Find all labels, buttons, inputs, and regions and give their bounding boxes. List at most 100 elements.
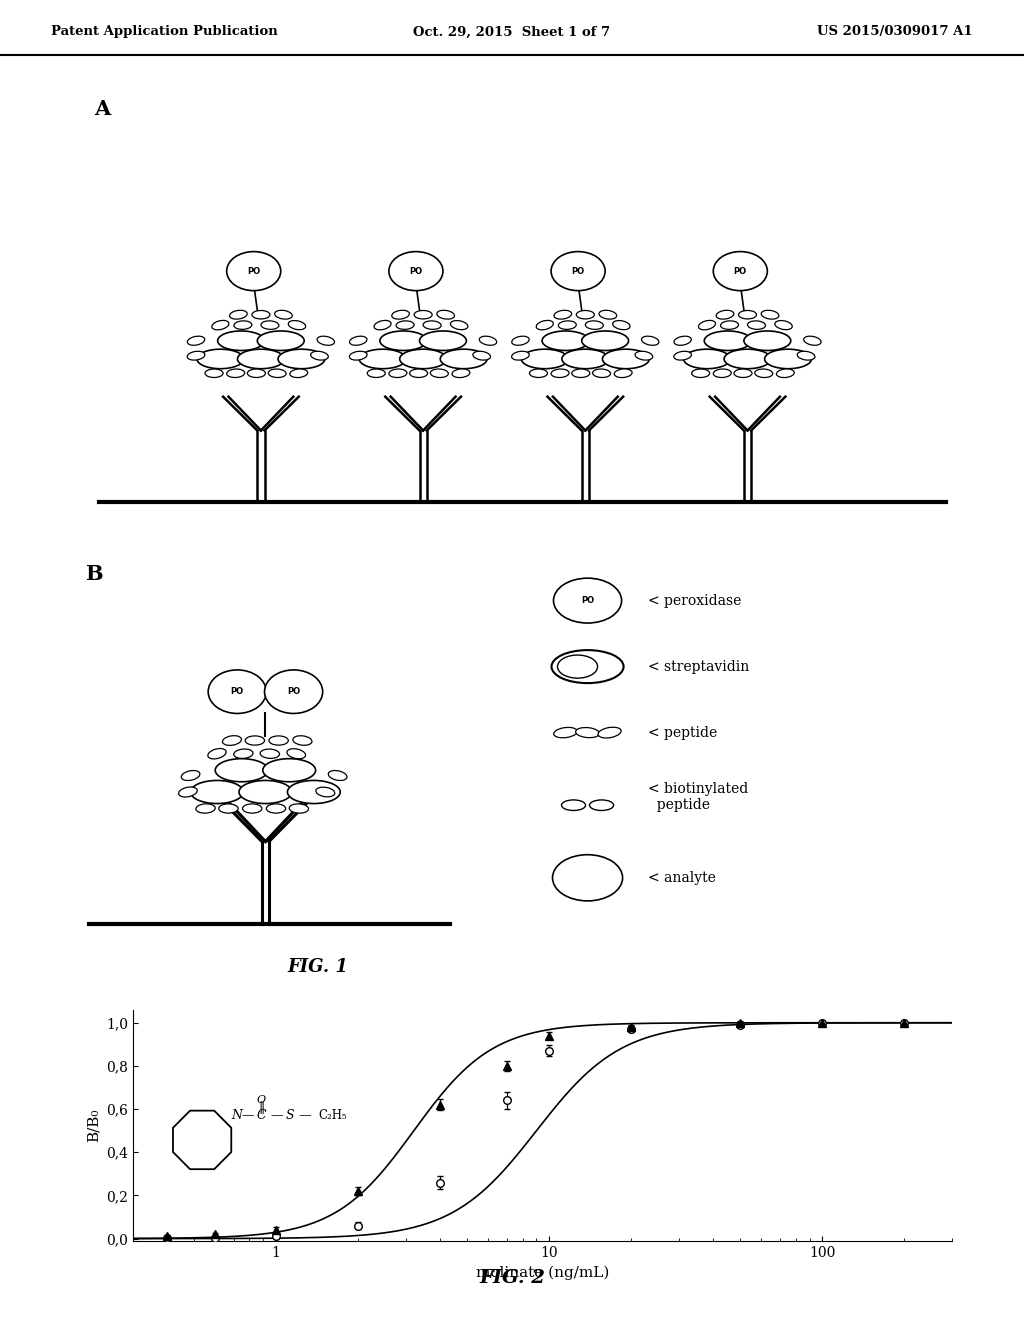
Ellipse shape [212,321,229,330]
Ellipse shape [557,655,598,678]
Text: PO: PO [410,267,423,276]
Circle shape [553,855,623,900]
Ellipse shape [440,350,487,368]
Ellipse shape [289,804,308,813]
Ellipse shape [187,351,205,360]
Text: —: — [298,1109,311,1122]
Circle shape [389,252,443,290]
Text: < analyte: < analyte [647,871,716,884]
Ellipse shape [252,310,270,319]
Ellipse shape [239,780,292,804]
Ellipse shape [288,780,340,804]
Ellipse shape [586,321,603,330]
Ellipse shape [368,370,385,378]
Ellipse shape [599,310,616,319]
Ellipse shape [765,350,811,368]
Ellipse shape [181,771,200,780]
Ellipse shape [562,350,608,368]
Ellipse shape [641,337,658,346]
Ellipse shape [743,331,791,351]
Ellipse shape [521,350,568,368]
Ellipse shape [263,759,315,781]
Ellipse shape [452,370,470,378]
Text: N: N [231,1109,243,1122]
Ellipse shape [554,310,571,319]
Ellipse shape [804,337,821,346]
Ellipse shape [414,310,432,319]
Ellipse shape [274,310,292,319]
Ellipse shape [208,748,226,759]
Ellipse shape [558,321,577,330]
Ellipse shape [776,370,795,378]
Ellipse shape [674,351,691,360]
Ellipse shape [724,350,771,368]
Ellipse shape [269,737,289,744]
Ellipse shape [590,800,613,810]
Ellipse shape [266,804,286,813]
Circle shape [264,671,323,713]
Ellipse shape [473,351,490,360]
Ellipse shape [396,321,414,330]
Ellipse shape [205,370,223,378]
Ellipse shape [716,310,734,319]
X-axis label: molinate (ng/mL): molinate (ng/mL) [476,1265,609,1279]
Ellipse shape [738,310,757,319]
Text: PO: PO [247,267,260,276]
Text: —: — [270,1109,283,1122]
Circle shape [208,671,266,713]
Ellipse shape [552,651,624,684]
Ellipse shape [243,804,262,813]
Ellipse shape [389,370,407,378]
Ellipse shape [537,321,553,330]
Ellipse shape [349,351,367,360]
Ellipse shape [222,735,242,746]
Ellipse shape [289,321,305,330]
Ellipse shape [714,370,731,378]
Ellipse shape [317,337,335,346]
Ellipse shape [430,370,449,378]
Ellipse shape [219,804,239,813]
Text: PO: PO [287,688,300,696]
Ellipse shape [197,350,244,368]
Text: FIG. 1: FIG. 1 [288,958,349,975]
Ellipse shape [691,370,710,378]
Ellipse shape [229,310,247,319]
Text: PO: PO [734,267,746,276]
Ellipse shape [684,350,730,368]
Circle shape [714,252,767,290]
Ellipse shape [226,370,245,378]
Ellipse shape [233,321,252,330]
Text: Patent Application Publication: Patent Application Publication [51,25,278,38]
Ellipse shape [775,321,793,330]
Ellipse shape [261,321,279,330]
Ellipse shape [577,310,594,319]
Ellipse shape [571,370,590,378]
Ellipse shape [437,310,455,319]
Ellipse shape [190,780,244,804]
Ellipse shape [614,370,632,378]
Ellipse shape [593,370,610,378]
Ellipse shape [178,787,198,797]
Text: < streptavidin: < streptavidin [647,660,749,673]
Text: —: — [242,1109,254,1122]
Ellipse shape [374,321,391,330]
Text: PO: PO [581,597,594,605]
Text: S: S [286,1109,294,1122]
Ellipse shape [698,321,716,330]
Ellipse shape [196,804,215,813]
Ellipse shape [705,331,752,351]
Text: Oct. 29, 2015  Sheet 1 of 7: Oct. 29, 2015 Sheet 1 of 7 [414,25,610,38]
Ellipse shape [268,370,286,378]
Ellipse shape [551,370,569,378]
Ellipse shape [380,331,427,351]
Circle shape [226,252,281,290]
Ellipse shape [423,321,441,330]
Ellipse shape [310,351,329,360]
Text: FIG. 2: FIG. 2 [479,1269,545,1287]
Ellipse shape [479,337,497,346]
Ellipse shape [561,800,586,810]
Ellipse shape [721,321,738,330]
Circle shape [551,252,605,290]
Ellipse shape [287,748,305,759]
Ellipse shape [761,310,779,319]
